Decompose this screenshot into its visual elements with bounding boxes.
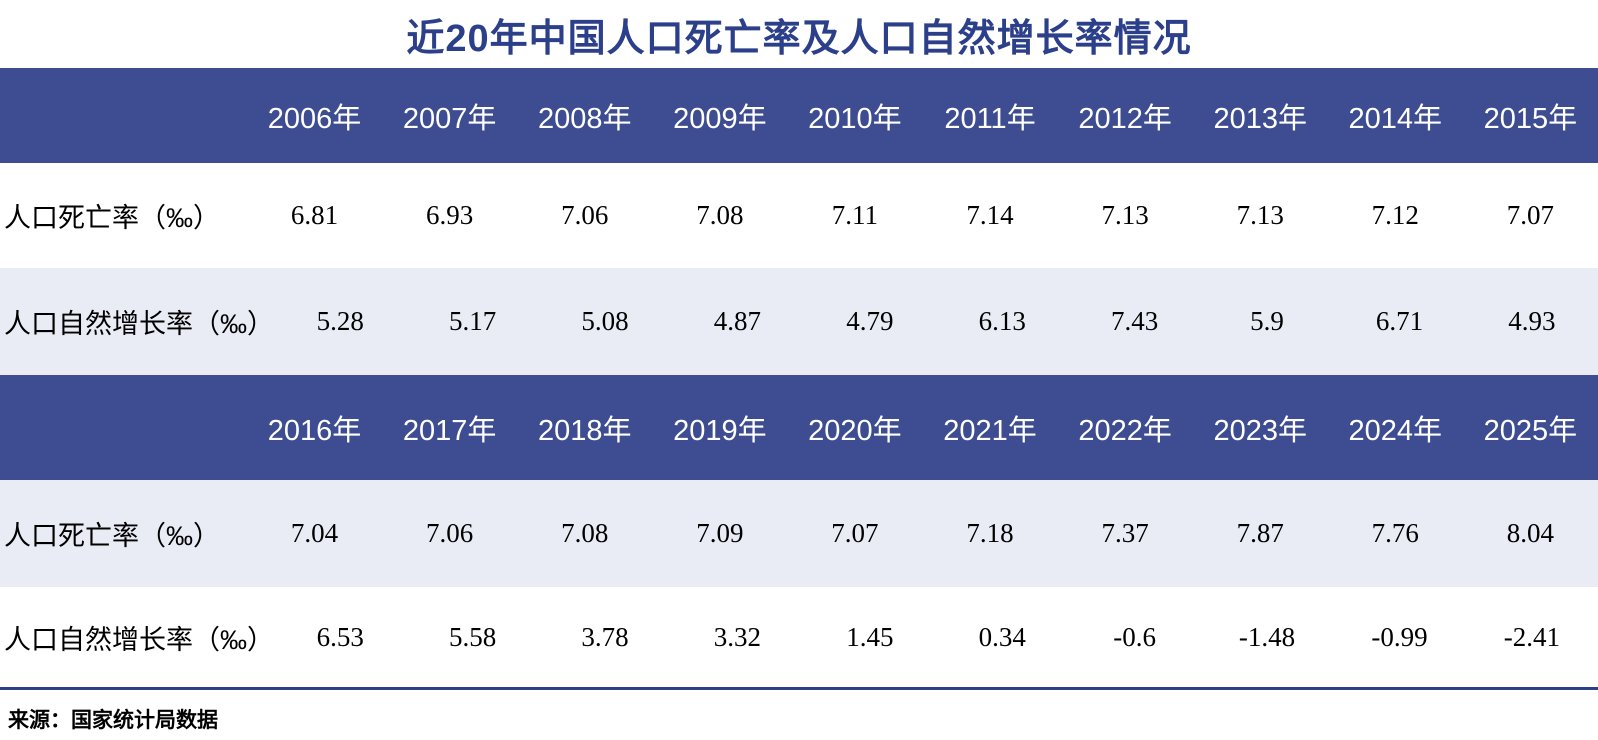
- value-cell: 4.93: [1508, 306, 1556, 336]
- value-cell: 7.43: [1111, 306, 1159, 336]
- year-header-cell: 2015年: [1483, 102, 1578, 135]
- year-header-cell: 2022年: [1078, 414, 1172, 447]
- value-cell: 7.08: [696, 200, 744, 230]
- value-cell: 7.13: [1101, 200, 1149, 230]
- value-cell: 7.06: [426, 518, 474, 548]
- year-header-cell: 2010年: [808, 102, 902, 135]
- table-row: 人口死亡率（‰） 6.81 6.93 7.06 7.08 7.11 7.14 7.13 7.13…: [0, 163, 1598, 268]
- table-row: 人口自然增长率（‰） 5.28 5.17 5.08 4.87 4.79 6.13 7.43 5.…: [0, 268, 1598, 375]
- value-cell: 7.18: [966, 518, 1014, 548]
- year-header-cell: 2011年: [944, 102, 1036, 135]
- value-cell: 7.37: [1101, 518, 1149, 548]
- value-cell: 7.07: [831, 518, 879, 548]
- value-cell: 7.14: [966, 200, 1014, 230]
- value-cell: 4.87: [713, 306, 762, 336]
- value-cell: -0.99: [1371, 621, 1428, 652]
- year-header-row: 2016年 2017年 2018年 2019年 2020年 2021年 2022年 2023年…: [0, 375, 1598, 480]
- value-cell: 8.04: [1506, 518, 1555, 548]
- value-cell: 6.93: [426, 200, 474, 230]
- year-header-cell: 2019年: [673, 414, 767, 447]
- value-cell: 7.09: [696, 518, 744, 548]
- year-header-empty-cell: [0, 375, 247, 480]
- value-cell: -1.48: [1238, 621, 1296, 652]
- value-cell: 5.9: [1250, 306, 1284, 336]
- value-cell: 6.13: [978, 306, 1026, 336]
- page-title: 近20年中国人口死亡率及人口自然增长率情况: [406, 17, 1192, 60]
- value-cell: 6.53: [316, 621, 364, 652]
- value-cell: 7.06: [561, 200, 609, 230]
- value-cell: 7.87: [1236, 518, 1284, 548]
- year-header-empty-cell: [0, 68, 247, 163]
- value-cell: 5.17: [448, 306, 497, 336]
- value-cell: 4.79: [846, 306, 894, 336]
- year-header-cell: 2025年: [1483, 414, 1578, 447]
- source-note: 来源：国家统计局数据: [8, 709, 218, 732]
- value-cell: -2.41: [1503, 621, 1560, 652]
- value-cell: 7.13: [1236, 200, 1284, 230]
- year-header-cell: 2006年: [267, 102, 362, 135]
- value-cell: 7.08: [561, 518, 609, 548]
- value-cell: 1.45: [846, 621, 894, 652]
- year-header-cell: 2008年: [537, 102, 632, 135]
- row-label-cell: 人口自然增长率（‰）: [4, 624, 274, 655]
- value-cell: 5.28: [316, 306, 364, 336]
- value-cell: 0.34: [978, 621, 1026, 652]
- year-header-row: 2006年 2007年 2008年 2009年 2010年 2011年 2012年 2013年…: [0, 68, 1598, 163]
- row-label-cell: 人口死亡率（‰）: [4, 521, 220, 551]
- value-cell: 7.04: [290, 518, 339, 548]
- value-cell: 7.07: [1506, 200, 1555, 230]
- value-cell: 5.58: [448, 621, 497, 652]
- year-header-cell: 2014年: [1348, 102, 1443, 135]
- year-header-cell: 2021年: [943, 414, 1037, 447]
- year-header-cell: 2017年: [402, 414, 497, 447]
- year-header-cell: 2023年: [1213, 414, 1307, 447]
- year-header-cell: 2009年: [673, 102, 767, 135]
- year-header-cell: 2012年: [1078, 102, 1172, 135]
- value-cell: 5.08: [581, 306, 629, 336]
- value-cell: 3.78: [581, 621, 629, 652]
- year-header-cell: 2013年: [1213, 102, 1307, 135]
- year-header-cell: 2018年: [537, 414, 632, 447]
- year-header-cell: 2020年: [808, 414, 902, 447]
- value-cell: 7.11: [831, 200, 879, 230]
- year-header-cell: 2007年: [402, 102, 497, 135]
- value-cell: -0.6: [1113, 621, 1157, 652]
- table-row: 人口自然增长率（‰） 6.53 5.58 3.78 3.32 1.45 0.34 -0.6 -1…: [0, 587, 1598, 687]
- value-cell: 6.71: [1375, 306, 1424, 336]
- row-label-cell: 人口自然增长率（‰）: [4, 309, 274, 339]
- value-cell: 6.81: [290, 200, 339, 230]
- year-header-cell: 2016年: [267, 414, 362, 447]
- row-label-cell: 人口死亡率（‰）: [4, 203, 220, 233]
- value-cell: 7.12: [1371, 200, 1419, 230]
- value-cell: 7.76: [1371, 518, 1419, 548]
- year-header-cell: 2024年: [1348, 414, 1443, 447]
- value-cell: 3.32: [713, 621, 762, 652]
- table-row: 人口死亡率（‰） 7.04 7.06 7.08 7.09 7.07 7.18 7.37 7.87…: [0, 480, 1598, 587]
- population-table: 2006年 2007年 2008年 2009年 2010年 2011年 2012年 2013年…: [0, 68, 1598, 687]
- bottom-rule-divider: [0, 687, 1598, 690]
